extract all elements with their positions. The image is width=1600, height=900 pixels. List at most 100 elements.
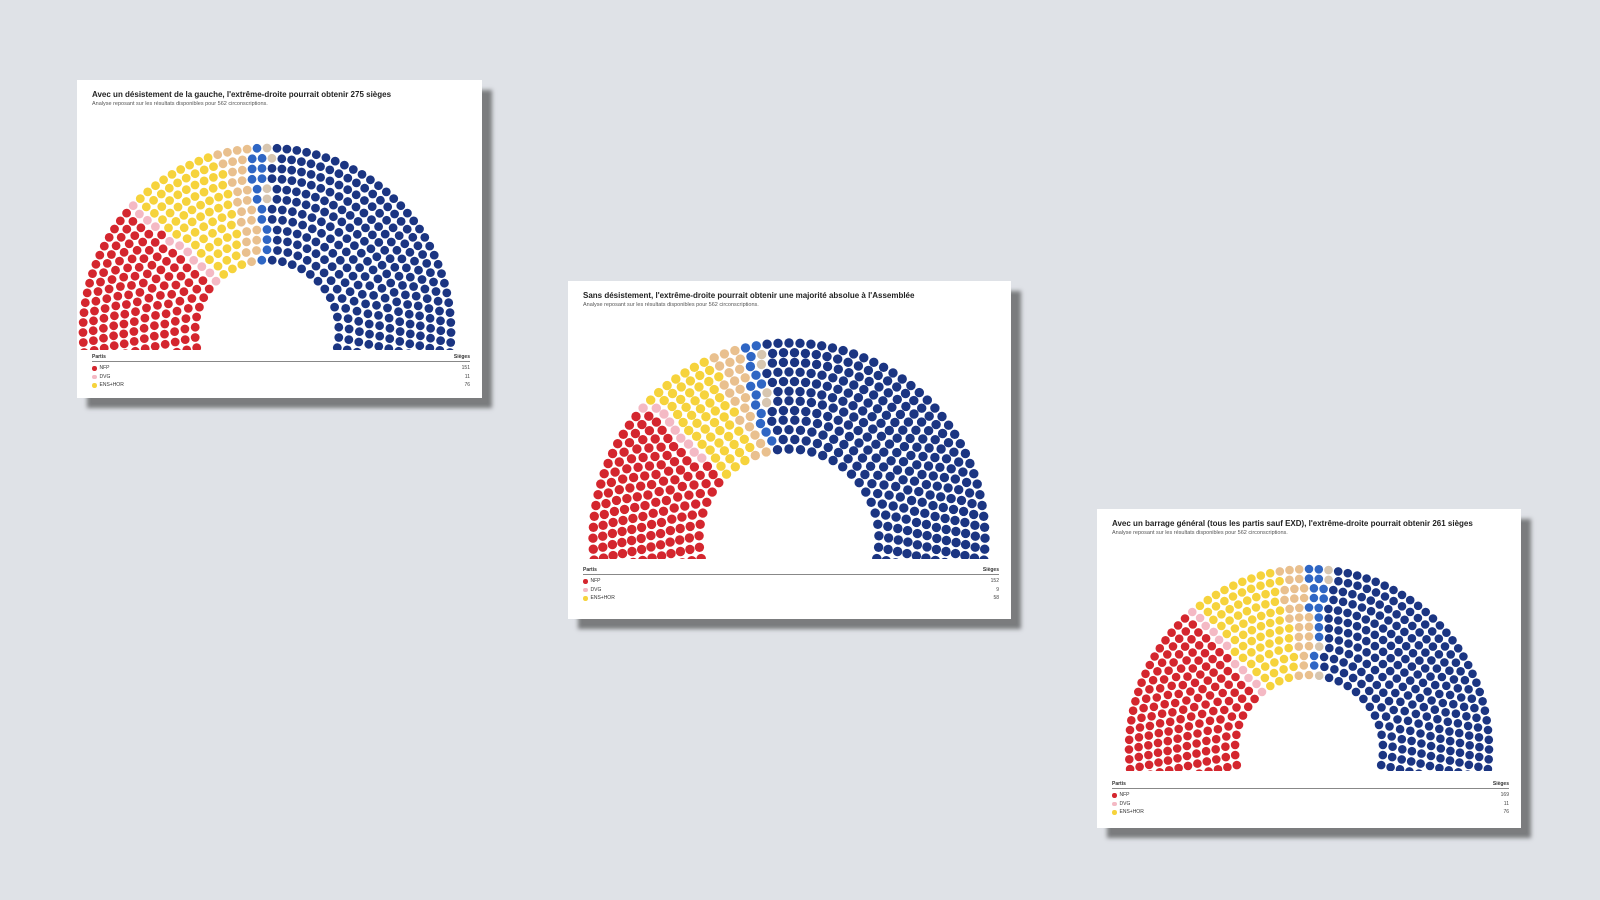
seat-dot [636,533,646,544]
seat-dot [363,309,373,319]
seat-dot [367,215,376,225]
seat-dot [1174,763,1183,771]
seat-dot [1386,653,1395,663]
seat-dot [822,351,832,362]
seat-dot [928,500,938,511]
seat-dot [382,269,392,279]
seat-dot [282,196,292,205]
seat-dot [901,401,911,412]
seat-dot [1304,670,1314,680]
seat-dot [402,263,411,273]
seat-dot [1290,584,1299,594]
seat-dot [1144,750,1153,760]
seat-dot [1197,709,1207,719]
seat-dot [1128,706,1138,715]
seat-dot [767,358,778,368]
seat-dot [153,300,162,310]
seat-dot [218,159,228,169]
seat-dot [1265,578,1275,588]
seat-dot [355,327,364,336]
seat-dot [690,396,700,406]
seat-dot [628,513,638,524]
seat-dot [297,178,307,187]
seat-dot [1392,621,1401,631]
seat-dot [657,425,667,435]
seat-dot [380,229,390,239]
seat-dot [1168,708,1177,717]
seat-dot [1397,734,1407,744]
seat-dot [1242,606,1252,616]
seat-dot [613,439,623,449]
seat-dot [306,159,316,169]
seat-dot [970,520,980,530]
seat-dot [1256,643,1265,652]
seat-dot [1237,588,1247,597]
seat-dot [182,263,192,273]
seat-dot [168,248,178,258]
seat-dot [828,403,838,413]
seat-dot [1422,712,1432,721]
seat-dot [433,296,443,306]
seat-dot [670,475,680,485]
seat-dot [969,509,979,520]
seat-dot [1419,702,1429,712]
seat-dot [614,485,624,495]
seat-dot [1400,706,1409,716]
seat-dot [1183,731,1192,741]
seat-dot [881,556,891,559]
seat-dot [342,263,352,273]
seat-dot [912,540,923,550]
seat-dot [1380,592,1390,601]
seat-dot [665,537,675,547]
seat-dot [1190,678,1200,688]
seat-dot [1221,742,1230,751]
seat-dot [901,514,911,524]
seat-dot [1334,676,1343,686]
seat-dot [730,345,740,356]
seat-dot [394,307,403,317]
seat-dot [1483,725,1493,735]
seat-dot [1443,717,1453,727]
seat-dot [1445,666,1454,675]
seat-dot [293,240,302,250]
seat-dot [689,462,700,472]
seat-dot [892,465,903,475]
seat-dot [1421,648,1430,657]
seat-dot [930,452,940,463]
seat-dot [170,337,180,347]
seat-dot [89,316,98,326]
seat-dot [644,411,654,421]
seat-dot [1343,608,1352,618]
seat-dot [175,296,185,306]
seat-dot [1294,671,1304,680]
seat-dot [1324,634,1334,643]
seat-dot [1416,729,1425,738]
seat-dot [890,417,900,428]
seat-dot [334,180,344,190]
seat-dot [159,281,169,291]
seat-dot [1421,607,1430,617]
legend-party: DVG [590,586,602,593]
seat-dot [686,410,697,420]
seat-dot [1440,658,1449,667]
seat-dot [1304,632,1314,641]
seat-dot [762,368,772,379]
seat-dot [1444,766,1454,771]
seat-dot [734,426,744,436]
seat-dot [405,329,415,339]
seat-dot [368,230,377,240]
seat-dot [848,349,859,359]
seat-dot [160,339,170,349]
seat-dot [1352,571,1362,580]
seat-dot [1440,642,1450,651]
seat-dot [1472,713,1481,723]
seat-dot [252,143,262,153]
seat-dot [272,225,282,235]
seat-dot [714,372,724,382]
seat-dot [1163,650,1172,659]
seat-dot [683,439,694,449]
seat-dot [1155,684,1165,693]
seat-dot [187,205,197,215]
seat-dot [179,223,189,233]
seat-dot [844,431,855,442]
